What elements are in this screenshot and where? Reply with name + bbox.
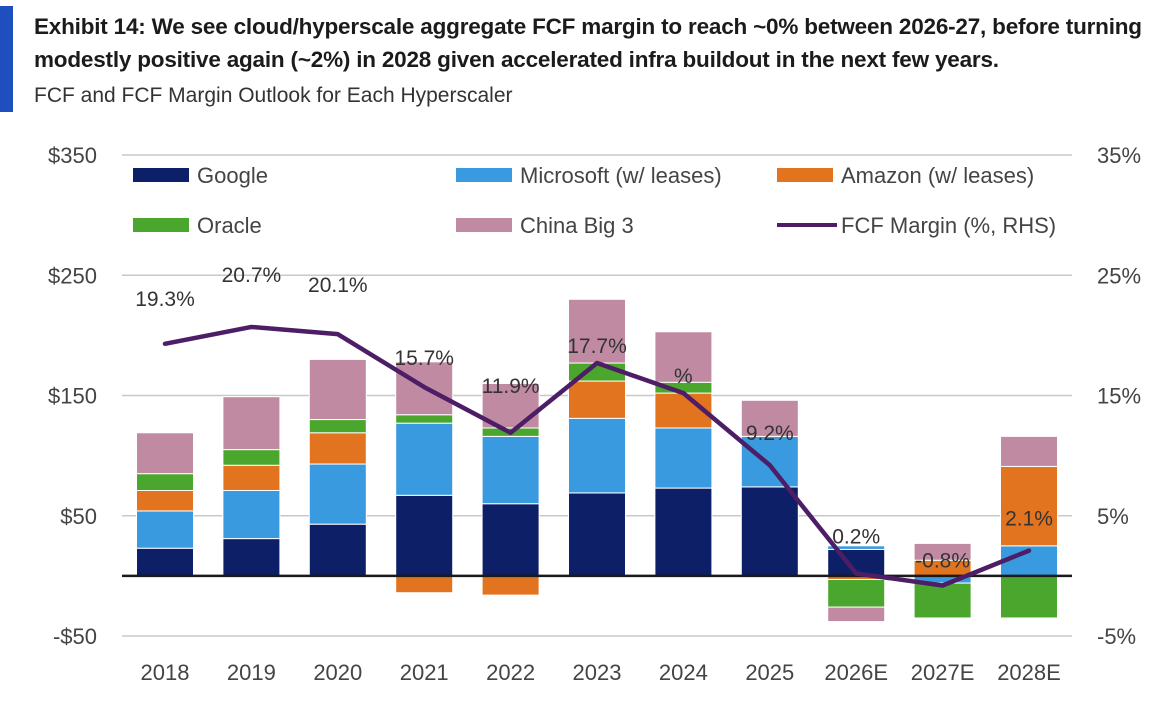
bar-google (568, 492, 626, 577)
y-right-tick-label: 15% (1097, 384, 1141, 409)
bar-china-big-3 (740, 399, 799, 437)
legend-item-fcf-margin-rhs: FCF Margin (%, RHS) (777, 213, 1056, 238)
bar-google (136, 547, 194, 577)
legend-label: FCF Margin (%, RHS) (841, 213, 1056, 238)
y-left-tick-label: $150 (48, 384, 97, 409)
x-tick-label: 2021 (400, 660, 449, 685)
bar-microsoft-w-leases (740, 435, 799, 488)
fcf-margin-data-label: 11.9% (482, 375, 540, 398)
y-left-tick-label: $350 (48, 143, 97, 168)
x-tick-label: 2024 (659, 660, 708, 685)
bar-microsoft-w-leases (481, 435, 540, 505)
bar-microsoft-w-leases (654, 427, 713, 489)
bar-microsoft-w-leases (395, 422, 454, 496)
x-tick-label: 2019 (227, 660, 276, 685)
legend-label: Google (197, 163, 268, 188)
bar-oracle (222, 449, 281, 466)
legend-label: China Big 3 (520, 213, 634, 238)
x-tick-label: 2026E (824, 660, 888, 685)
fcf-margin-data-label: 20.7% (222, 264, 282, 287)
accent-bar (0, 6, 13, 112)
bar-china-big-3 (654, 331, 713, 383)
fcf-margin-data-label: 17.7% (567, 335, 627, 358)
x-tick-label: 2028E (997, 660, 1061, 685)
legend-swatch (777, 168, 833, 182)
bar-amazon-w-leases (1000, 465, 1058, 547)
legend-item-amazon-w-leases: Amazon (w/ leases) (777, 163, 1034, 188)
bar-microsoft-w-leases (308, 463, 367, 525)
y-right-tick-label: -5% (1097, 624, 1136, 649)
fcf-margin-data-label: 0.2% (832, 525, 880, 548)
bar-amazon-w-leases (136, 489, 194, 512)
y-right-tick-label: 25% (1097, 263, 1141, 288)
x-tick-label: 2023 (573, 660, 622, 685)
y-left-tick-label: $250 (48, 263, 97, 288)
margin-line-layer (162, 324, 1032, 588)
bar-google (395, 494, 454, 577)
legend-label: Oracle (197, 213, 262, 238)
bars-layer (136, 298, 1058, 623)
x-tick-label: 2022 (486, 660, 535, 685)
fcf-margin-data-label: 20.1% (308, 274, 368, 297)
x-tick-label: 2020 (313, 660, 362, 685)
bar-microsoft-w-leases (568, 417, 626, 494)
fcf-margin-data-label: 9.2% (746, 422, 794, 445)
legend-label: Amazon (w/ leases) (841, 163, 1034, 188)
legend-item-google: Google (133, 163, 268, 188)
bar-oracle (913, 582, 972, 619)
bar-china-big-3 (222, 396, 281, 451)
bar-china-big-3 (827, 606, 886, 623)
bar-microsoft-w-leases (222, 489, 281, 540)
x-tick-label: 2027E (911, 660, 975, 685)
x-tick-label: 2025 (745, 660, 794, 685)
legend-swatch (133, 218, 189, 232)
legend-label: Microsoft (w/ leases) (520, 163, 722, 188)
y-right-tick-label: 5% (1097, 504, 1129, 529)
bar-google (740, 486, 799, 577)
bar-amazon-w-leases (308, 432, 367, 465)
bar-china-big-3 (568, 298, 626, 364)
bar-oracle (308, 419, 367, 434)
bar-oracle (395, 414, 454, 424)
bar-oracle (1000, 575, 1058, 619)
y-left-tick-label: $50 (60, 504, 97, 529)
bar-amazon-w-leases (222, 464, 281, 491)
chart-subtitle: FCF and FCF Margin Outlook for Each Hype… (34, 84, 513, 107)
legend-item-oracle: Oracle (133, 213, 262, 238)
data-labels-layer: 19.3% 20.7% 20.1% 15.7% 11.9% 17.7%% 9.2% 0.2% -… (135, 264, 1053, 573)
bar-china-big-3 (136, 432, 194, 475)
bar-google (222, 538, 281, 577)
legend: Google Microsoft (w/ leases) Amazon (w/ le… (133, 163, 1056, 238)
y-right-tick-label: 35% (1097, 143, 1141, 168)
fcf-margin-data-label: 15.7% (394, 347, 454, 370)
fcf-margin-data-label: -0.8% (915, 549, 970, 572)
bar-china-big-3 (1000, 435, 1058, 467)
fcf-margin-data-label: 19.3% (135, 288, 195, 311)
bar-microsoft-w-leases (827, 545, 886, 550)
legend-item-china-big-3: China Big 3 (456, 213, 634, 238)
y-left-tick-label: -$50 (53, 624, 97, 649)
bar-amazon-w-leases (568, 380, 626, 419)
exhibit-title: Exhibit 14: We see cloud/hyperscale aggr… (34, 14, 1142, 72)
bar-oracle (136, 473, 194, 491)
bar-amazon-w-leases (395, 575, 454, 594)
bar-google (308, 523, 367, 577)
bar-microsoft-w-leases (136, 510, 194, 549)
bar-amazon-w-leases (481, 575, 540, 596)
fcf-margin-data-label: 2.1% (1005, 508, 1053, 531)
bar-google (481, 503, 540, 577)
bar-oracle (827, 578, 886, 608)
bar-china-big-3 (913, 542, 972, 561)
fcf-margin-data-label: % (674, 365, 693, 388)
legend-swatch (456, 168, 512, 182)
bar-china-big-3 (308, 358, 367, 421)
legend-item-microsoft-w-leases: Microsoft (w/ leases) (456, 163, 722, 188)
legend-swatch (133, 168, 189, 182)
legend-swatch (456, 218, 512, 232)
bar-google (654, 487, 713, 577)
x-tick-label: 2018 (141, 660, 190, 685)
